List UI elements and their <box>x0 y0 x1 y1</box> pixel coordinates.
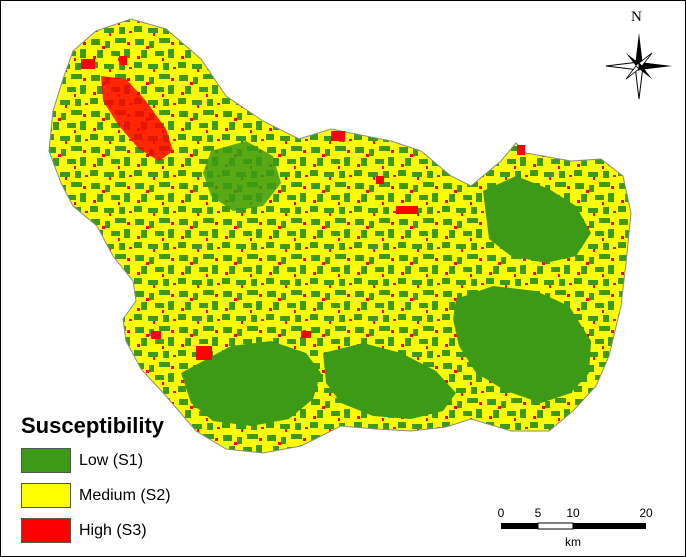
scale-tick-10: 10 <box>566 506 580 520</box>
high-susceptibility-zones <box>81 56 525 360</box>
high-zone-northwest <box>101 76 173 161</box>
low-zone-southeast <box>453 286 591 403</box>
low-susceptibility-zones <box>181 141 591 426</box>
low-zone-southwest <box>181 341 321 426</box>
legend-label-high: High (S3) <box>79 521 147 539</box>
low-zone-south-central <box>323 343 456 419</box>
legend-label-low: Low (S1) <box>79 451 144 469</box>
legend-swatch-low <box>21 448 71 473</box>
scale-tick-0: 0 <box>497 506 505 520</box>
compass-rose-icon <box>605 33 672 100</box>
legend-title: Susceptibility <box>21 413 165 438</box>
legend-swatch-medium <box>21 483 71 508</box>
legend-item-medium: Medium (S2) <box>21 483 171 508</box>
scale-tick-5: 5 <box>534 506 542 520</box>
low-zone-northeast <box>483 176 591 263</box>
low-zone-central <box>203 141 281 211</box>
north-label: N <box>631 9 642 25</box>
legend-label-medium: Medium (S2) <box>79 486 171 504</box>
scale-unit: km <box>565 535 581 549</box>
legend-item-high: High (S3) <box>21 518 147 543</box>
legend-swatch-high <box>21 518 71 543</box>
legend-item-low: Low (S1) <box>21 448 143 473</box>
scale-bar-graphic <box>501 522 646 530</box>
scale-tick-20: 20 <box>639 506 653 520</box>
